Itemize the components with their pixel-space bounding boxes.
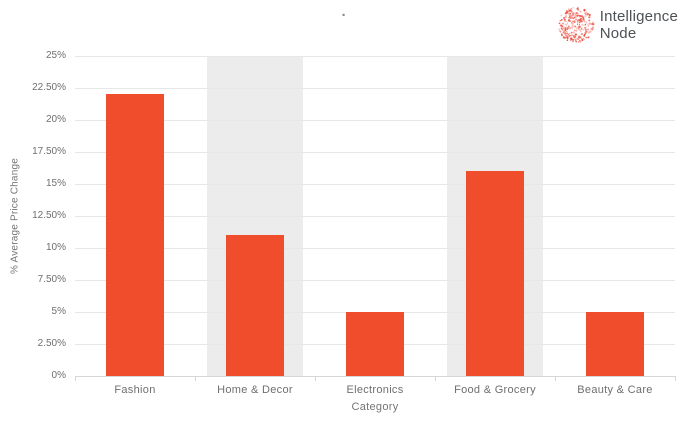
x-axis-tick: [555, 376, 556, 381]
y-tick-label: 20%: [45, 114, 66, 125]
y-tick-label: 12.50%: [32, 210, 66, 221]
x-axis-tick-labels: Fashion Home & Decor Electronics Food & Gro…: [75, 384, 675, 398]
chart-plot-area: [75, 56, 676, 381]
y-tick-label: 0%: [51, 370, 66, 381]
logo-text-line1: Intelligence: [599, 8, 678, 25]
x-axis-line: [75, 376, 675, 377]
x-axis-tick: [195, 376, 196, 381]
x-axis-tick: [315, 376, 316, 381]
y-tick-label: 2.50%: [37, 338, 66, 349]
y-axis-title: % Average Price Change: [9, 158, 21, 274]
gridline: [75, 152, 675, 153]
gridline: [75, 216, 675, 217]
y-tick-label: 15%: [45, 178, 66, 189]
y-tick-label: 5%: [51, 306, 66, 317]
logo-text: Intelligence Node: [600, 8, 678, 42]
x-axis-tick: [75, 376, 76, 381]
chart-title-dot: ·: [341, 7, 347, 24]
y-axis-tick-labels: 25% 22.50% 20% 17.50% 15% 12.50% 10% 7.50% 5% 2.5…: [0, 50, 66, 381]
y-tick-label: 25%: [45, 50, 66, 61]
gridline: [75, 248, 675, 249]
bar-fashion: [106, 94, 164, 376]
gridline: [75, 88, 675, 89]
y-tick-label: 22.50%: [32, 82, 66, 93]
bar-beauty-care: [586, 312, 644, 376]
logo-text-line2: Node: [599, 25, 637, 42]
x-axis-title: Category: [351, 401, 399, 413]
gridline: [75, 56, 675, 57]
x-tick-label: Food & Grocery: [454, 384, 536, 396]
x-tick-label: Electronics: [346, 384, 404, 396]
bar-home-decor: [226, 235, 284, 376]
bar-food-grocery: [466, 171, 524, 376]
dotted-sphere-icon: [557, 7, 595, 43]
x-tick-label: Fashion: [114, 384, 156, 396]
bar-electronics: [346, 312, 404, 376]
y-tick-label: 10%: [45, 242, 66, 253]
x-tick-label: Beauty & Care: [577, 384, 653, 396]
x-axis-tick: [435, 376, 436, 381]
gridline: [75, 120, 675, 121]
y-tick-label: 7.50%: [37, 274, 66, 285]
intelligence-node-logo: Intelligence Node: [557, 6, 678, 44]
gridline: [75, 280, 675, 281]
x-tick-label: Home & Decor: [217, 384, 293, 396]
x-axis-tick: [675, 376, 676, 381]
y-tick-label: 17.50%: [32, 146, 66, 157]
gridline: [75, 184, 675, 185]
